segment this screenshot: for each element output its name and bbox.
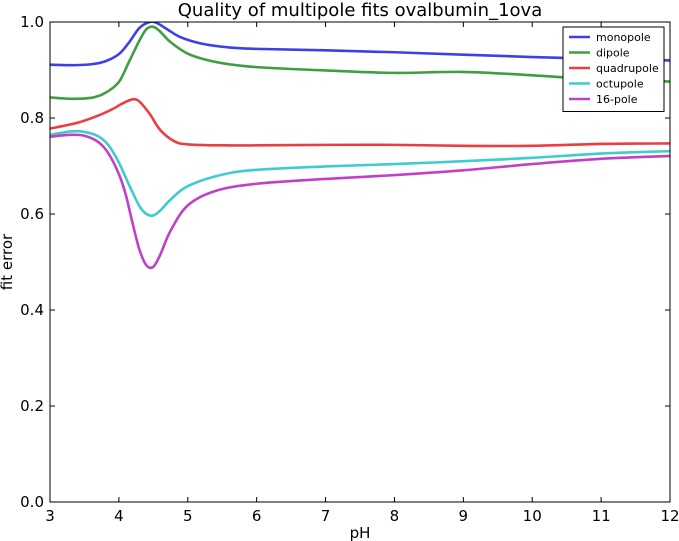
- x-tick-label: 8: [390, 507, 400, 525]
- y-tick-label: 0.0: [20, 493, 44, 511]
- y-tick-label: 0.6: [20, 205, 44, 223]
- y-tick-label: 1.0: [20, 13, 44, 31]
- y-tick-label: 0.8: [20, 109, 44, 127]
- series-line-quadrupole: [50, 97, 670, 148]
- series-layer: [50, 22, 670, 270]
- x-tick-label: 6: [252, 507, 262, 525]
- series-line-16-pole: [50, 133, 670, 270]
- series-line-dipole: [50, 25, 670, 101]
- x-tick-label: 5: [183, 507, 193, 525]
- series-line-monopole: [50, 22, 670, 67]
- x-tick-label: 11: [592, 507, 611, 525]
- legend-label-monopole: monopole: [596, 31, 651, 44]
- x-tick-label: 3: [45, 507, 55, 525]
- plot-frame: [49, 21, 671, 503]
- y-tick-label: 0.2: [20, 397, 44, 415]
- legend-label-quadrupole: quadrupole: [596, 62, 659, 75]
- ticks-layer: 3 4 5 6 7 8 9 10 11 12 0.0 0.2 0.4 0.6 0.8 1.0: [20, 13, 679, 525]
- x-tick-label: 7: [321, 507, 331, 525]
- x-tick-label: 12: [660, 507, 679, 525]
- x-tick-label: 10: [523, 507, 542, 525]
- chart-title: Quality of multipole fits ovalbumin_1ova: [178, 0, 542, 21]
- series-line-octupole: [50, 129, 670, 217]
- legend-label-16-pole: 16-pole: [596, 93, 638, 106]
- x-tick-label: 9: [459, 507, 469, 525]
- y-axis-title: fit error: [0, 233, 16, 290]
- x-axis-title: pH: [350, 524, 371, 541]
- legend-label-dipole: dipole: [596, 47, 630, 60]
- y-tick-label: 0.4: [20, 301, 44, 319]
- legend: monopole dipole quadrupole octupole 16-pole: [562, 26, 665, 112]
- x-tick-label: 4: [114, 507, 124, 525]
- legend-label-octupole: octupole: [596, 78, 644, 91]
